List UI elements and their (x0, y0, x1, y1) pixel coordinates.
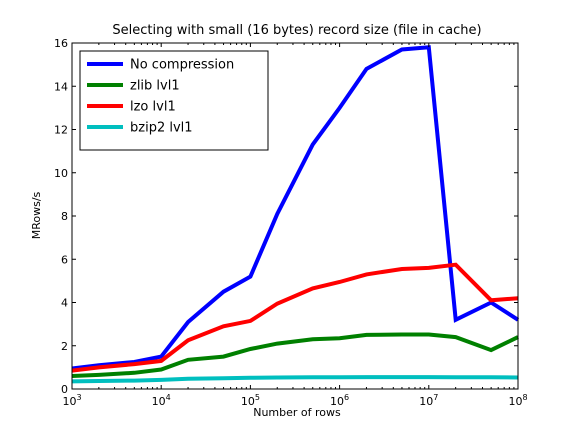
x-tick-label: 104 (152, 393, 171, 408)
legend-label: zlib lvl1 (130, 79, 180, 94)
y-tick-label: 10 (54, 167, 68, 180)
y-tick-label: 12 (54, 124, 68, 137)
y-tick-label: 2 (61, 340, 68, 353)
legend: No compression zlib lvl1 lzo lvl1 bzip2 lvl… (79, 50, 269, 151)
y-tick-label: 16 (54, 37, 68, 50)
x-tick-label: 107 (419, 393, 438, 408)
series-line-2 (71, 262, 519, 373)
series-layer (71, 45, 520, 384)
y-tick-label: 0 (61, 383, 68, 396)
chart-title: Selecting with small (16 bytes) record s… (112, 23, 481, 38)
x-tick-label: 103 (62, 393, 81, 408)
y-tick-label: 6 (61, 253, 68, 266)
x-tick-label: 108 (508, 393, 527, 408)
legend-label: No compression (130, 58, 234, 73)
x-tick-label: 106 (330, 393, 349, 408)
series-line-1 (71, 332, 519, 378)
y-tick-label: 4 (61, 297, 68, 310)
y-tick-label: 14 (54, 80, 68, 93)
y-axis-label: MRows/s (30, 191, 43, 239)
series-line-3 (71, 375, 519, 384)
x-tick-label: 105 (241, 393, 260, 408)
x-axis-label: Number of rows (253, 406, 341, 419)
legend-label: bzip2 lvl1 (130, 121, 193, 136)
series-line-0 (71, 45, 520, 371)
legend-label: lzo lvl1 (130, 100, 176, 115)
legend-box (79, 50, 269, 151)
y-tick-label: 8 (61, 210, 68, 223)
axis-ticks: 0 2 4 6 8 10 12 14 16 103 104 105 106 107 108 (54, 37, 528, 408)
